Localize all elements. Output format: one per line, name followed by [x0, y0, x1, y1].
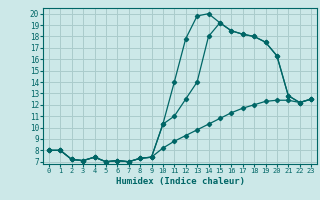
X-axis label: Humidex (Indice chaleur): Humidex (Indice chaleur)	[116, 177, 244, 186]
